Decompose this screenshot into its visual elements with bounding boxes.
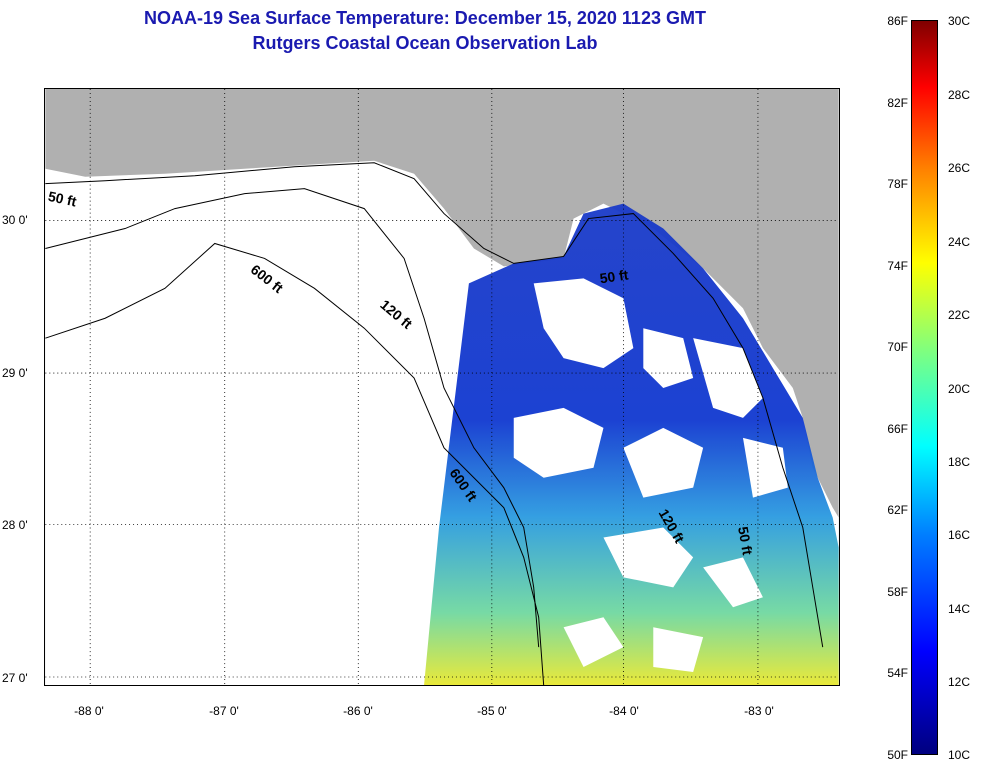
- y-axis-label: 30 0': [2, 213, 28, 227]
- colorbar-c-label: 12C: [948, 675, 971, 689]
- x-axis-label: -86 0': [343, 704, 373, 718]
- colorbar-c-label: 26C: [948, 161, 971, 175]
- y-axis-label: 28 0': [2, 518, 28, 532]
- colorbar-f-label: 78F: [887, 177, 908, 191]
- x-axis-label: -83 0': [744, 704, 774, 718]
- colorbar-f-label: 50F: [887, 748, 908, 762]
- x-axis-label: -84 0': [609, 704, 639, 718]
- depth-contours: [45, 162, 824, 685]
- y-axis-label: 27 0': [2, 671, 28, 685]
- sst-map: 50 ft 600 ft 120 ft 600 ft 50 ft 120 ft …: [44, 88, 840, 686]
- colorbar-f-label: 70F: [887, 340, 908, 354]
- contour-label: 50 ft: [735, 525, 756, 556]
- y-axis-label: 29 0': [2, 366, 28, 380]
- colorbar-f-label: 86F: [887, 14, 908, 28]
- colorbar-f-label: 54F: [887, 666, 908, 680]
- colorbar-f-label: 82F: [887, 96, 908, 110]
- colorbar-c-label: 14C: [948, 602, 971, 616]
- x-axis-label: -88 0': [74, 704, 104, 718]
- colorbar-f-label: 66F: [887, 422, 908, 436]
- contour-label: 50 ft: [599, 266, 630, 286]
- colorbar-c-label: 28C: [948, 88, 971, 102]
- colorbar-c-label: 18C: [948, 455, 971, 469]
- cloud-cover: [513, 278, 788, 673]
- colorbar-f-label: 62F: [887, 503, 908, 517]
- graticule: [45, 89, 839, 685]
- colorbar-c-label: 16C: [948, 528, 971, 542]
- x-axis-label: -85 0': [477, 704, 507, 718]
- colorbar-c-label: 30C: [948, 14, 971, 28]
- colorbar-f-label: 74F: [887, 259, 908, 273]
- colorbar-c-label: 24C: [948, 235, 971, 249]
- map-subtitle: Rutgers Coastal Ocean Observation Lab: [252, 33, 598, 53]
- colorbar-c-label: 22C: [948, 308, 971, 322]
- map-title: NOAA-19 Sea Surface Temperature: Decembe…: [144, 8, 706, 28]
- colorbar-f-label: 58F: [887, 585, 908, 599]
- colorbar-c-label: 20C: [948, 382, 971, 396]
- contour-label: 50 ft: [47, 188, 79, 210]
- temperature-colorbar: [911, 20, 938, 755]
- colorbar-c-label: 10C: [948, 748, 971, 762]
- x-axis-label: -87 0': [209, 704, 239, 718]
